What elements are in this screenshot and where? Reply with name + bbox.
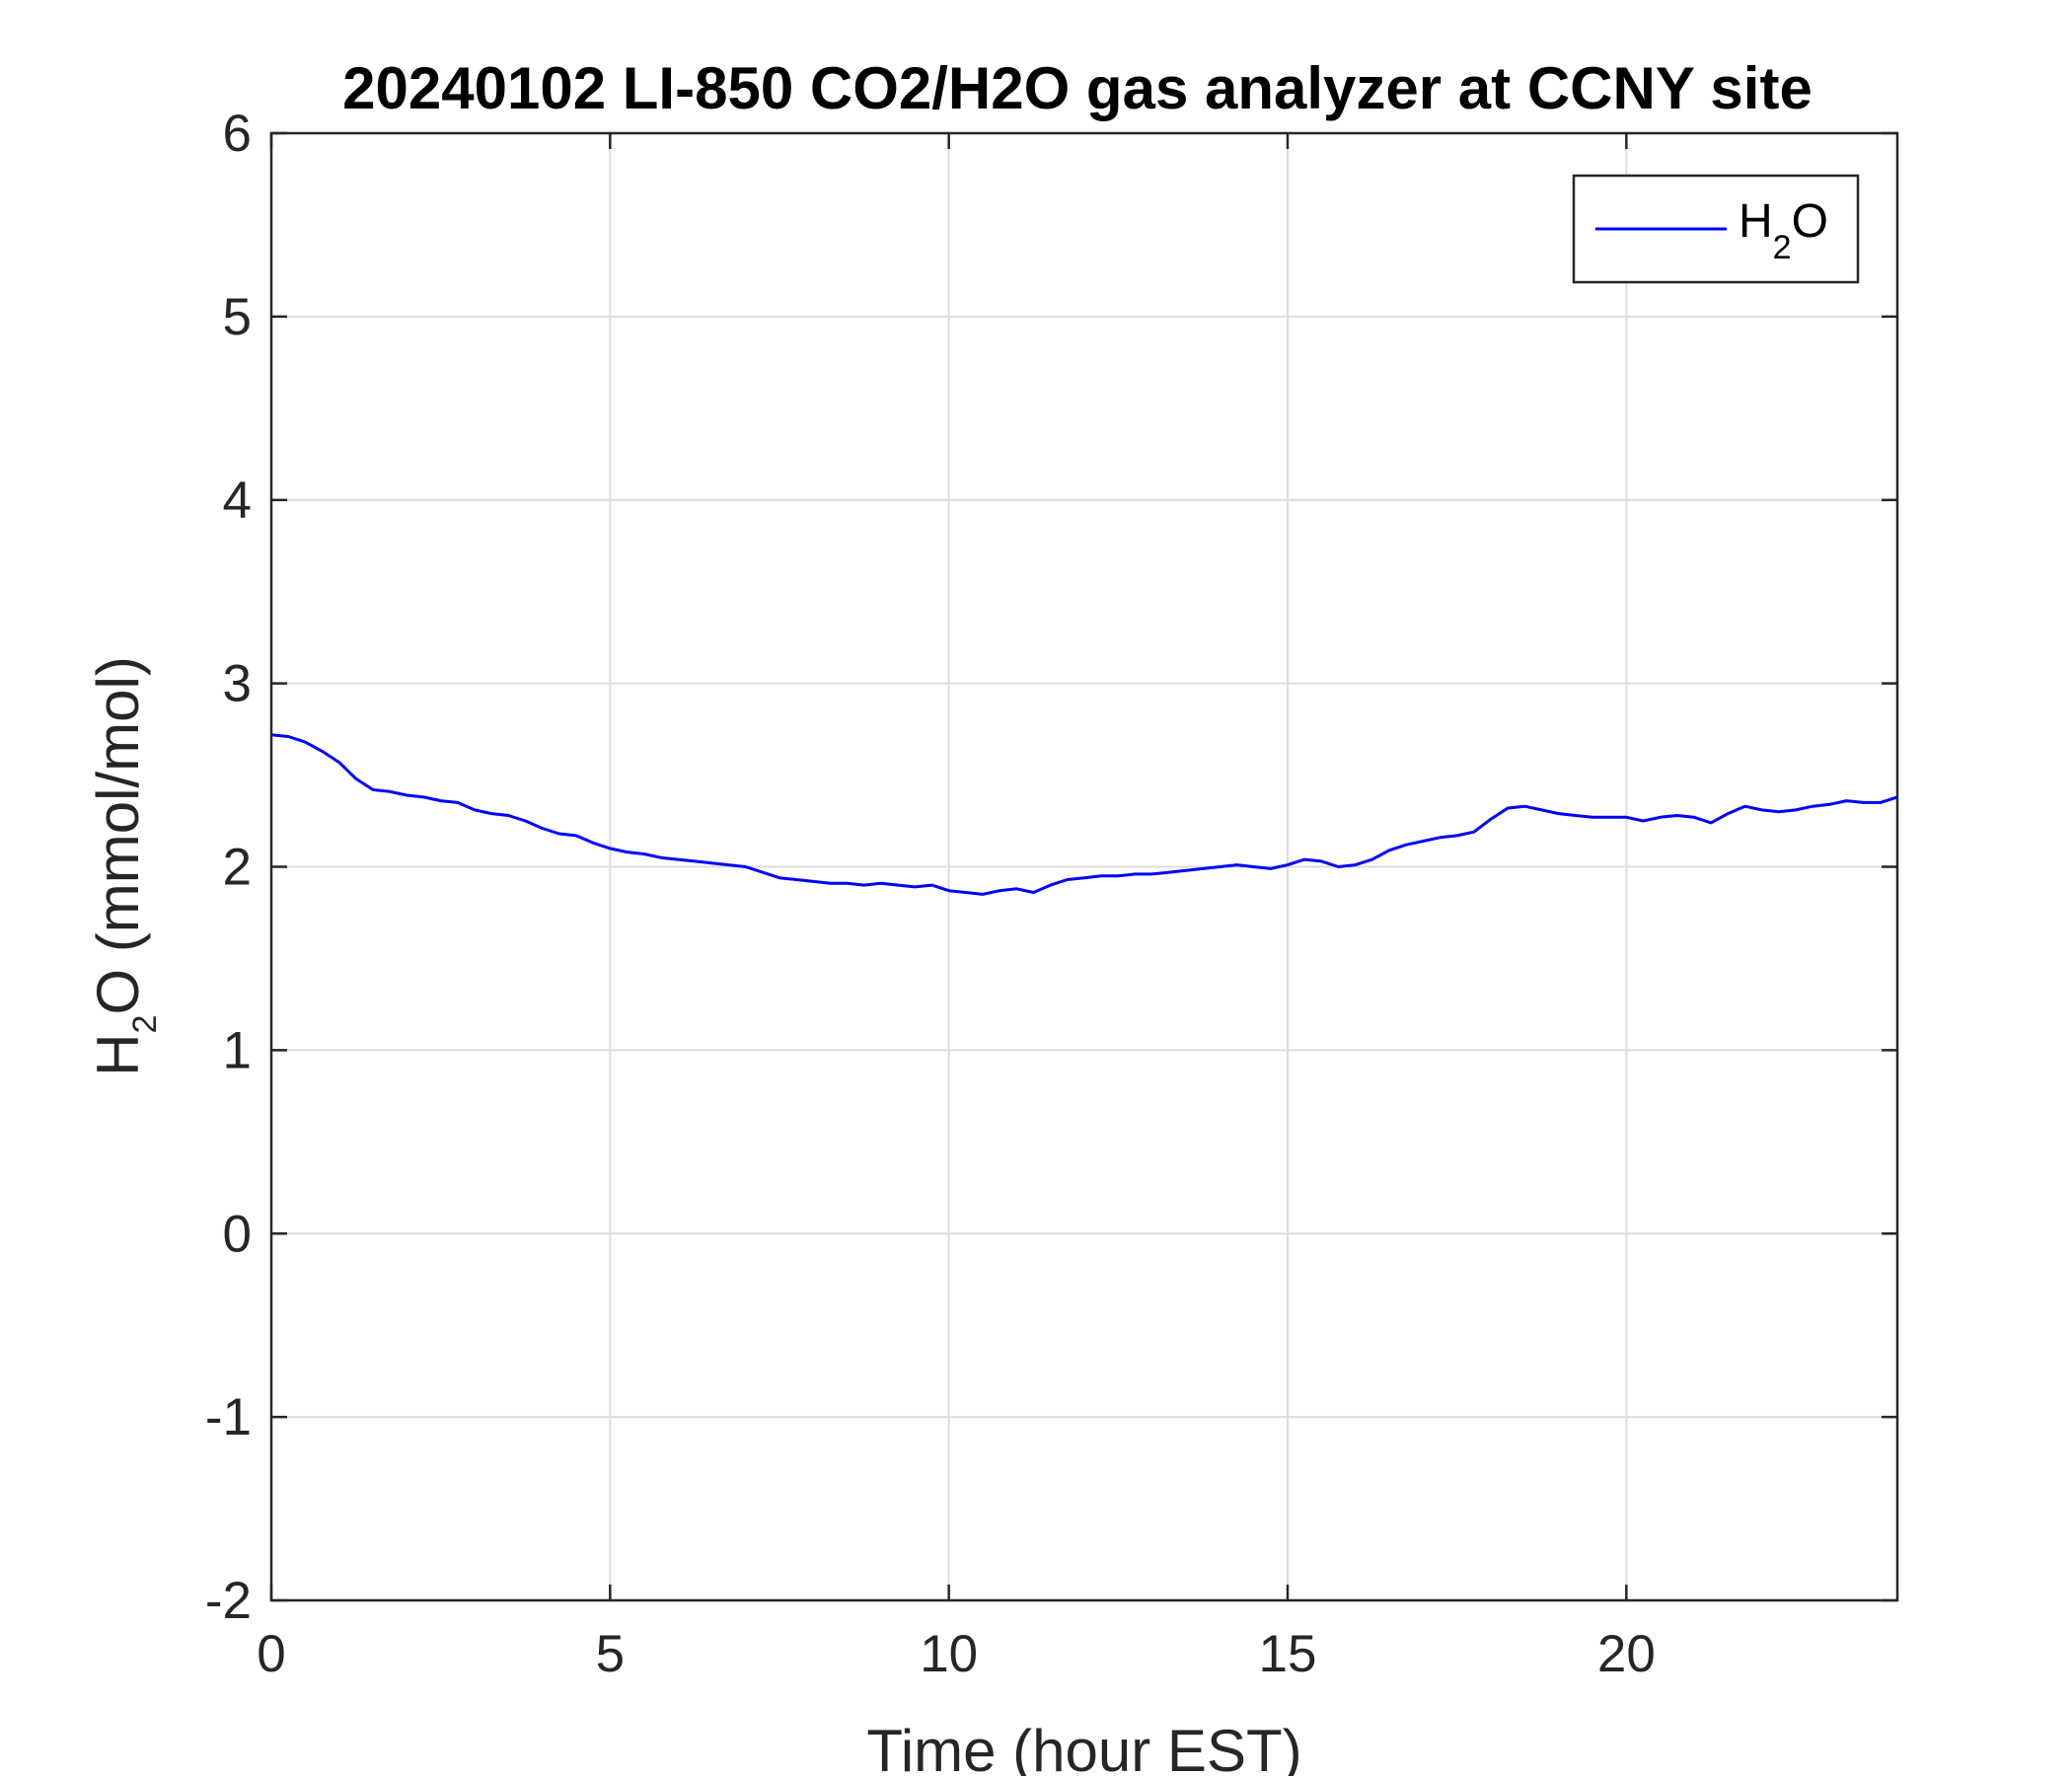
y-tick-labels: -2 -1 0 1 2 3 4 5 6 (205, 105, 252, 1630)
series-layer (270, 733, 1898, 896)
legend-label-main: H (1739, 195, 1773, 248)
legend-label-rest: O (1792, 195, 1828, 248)
y-axis-label-rest: O (mmol/mol) (85, 656, 151, 1014)
x-axis-label: Time (hour EST) (866, 1718, 1301, 1776)
y-tick-label: -2 (205, 1572, 252, 1630)
y-tick-label: 6 (223, 105, 252, 163)
axes-box (269, 131, 1899, 1602)
plot-area (269, 131, 1899, 1602)
legend-label-subscript: 2 (1773, 229, 1792, 266)
x-tick-label: 10 (920, 1625, 978, 1683)
y-axis-label-main: H (85, 1033, 151, 1075)
y-tick-label: 1 (223, 1021, 252, 1079)
y-tick-label: 2 (223, 839, 252, 897)
y-tick-label: 0 (223, 1205, 252, 1263)
legend: H2O (1572, 174, 1860, 284)
y-tick-label: -1 (205, 1388, 252, 1446)
y-tick-label: 4 (223, 472, 252, 530)
x-tick-label: 15 (1259, 1625, 1317, 1683)
x-tick-label: 20 (1597, 1625, 1656, 1683)
series-line-h2o (270, 733, 1898, 896)
y-tick-label: 5 (223, 288, 252, 346)
legend-label-h2o: H2O (1739, 195, 1828, 266)
y-tick-label: 3 (223, 655, 252, 713)
x-tick-label: 0 (257, 1625, 285, 1683)
x-tick-label: 5 (596, 1625, 625, 1683)
x-tick-labels: 0 5 10 15 20 (257, 1625, 1656, 1683)
y-axis-label-subscript: 2 (126, 1015, 164, 1034)
y-axis-label: H2O (mmol/mol) (85, 656, 164, 1076)
chart-title: 20240102 LI-850 CO2/H2O gas analyzer at … (342, 55, 1813, 121)
